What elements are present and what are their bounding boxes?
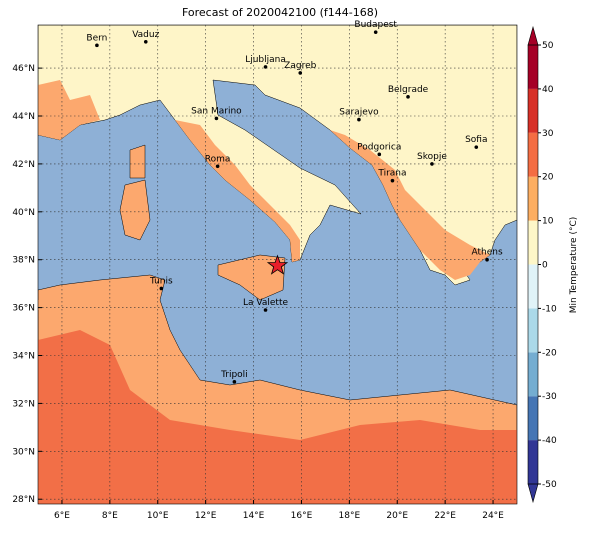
colorbar-band xyxy=(528,45,538,89)
africa-hot xyxy=(38,330,517,504)
city-label: Skopje xyxy=(417,152,447,162)
city-label: Ljubljana xyxy=(245,55,286,65)
colorbar-band xyxy=(528,176,538,221)
city-dot xyxy=(485,257,489,262)
colorbar-extend-bottom xyxy=(527,483,539,504)
colorbar-tick-label: 10 xyxy=(542,217,554,227)
city-label: Bern xyxy=(86,33,107,43)
corsica xyxy=(129,144,146,179)
colorbar-band xyxy=(528,88,538,133)
x-tick-label: 10°E xyxy=(147,511,169,521)
y-tick-label: 36°N xyxy=(12,304,35,314)
city-label: Tripoli xyxy=(220,370,248,380)
y-tick-label: 34°N xyxy=(12,352,35,362)
city-label: La Valette xyxy=(243,298,288,308)
y-tick-label: 42°N xyxy=(12,160,35,170)
adriatic-warm xyxy=(330,130,490,280)
north-warm xyxy=(38,290,130,312)
city-dot xyxy=(298,71,303,75)
colorbar-tick-label: -40 xyxy=(542,436,557,446)
europe-warm xyxy=(38,80,100,140)
city-dot xyxy=(430,162,434,166)
city-label: Budapest xyxy=(354,20,397,30)
city-label: Tirana xyxy=(377,169,406,179)
city-label: Belgrade xyxy=(388,85,429,95)
city-label: Podgorica xyxy=(357,142,401,152)
colorbar-tick-label: -50 xyxy=(542,480,557,490)
city-label: Zagreb xyxy=(284,61,316,71)
sardinia xyxy=(119,179,151,241)
grid: 6°E 8°E 10°E 12°E 14°E 16°E 18°E 20°E 22°E 24°E 28… xyxy=(12,25,517,521)
colorbar-tick-label: 20 xyxy=(542,173,554,183)
colorbar-band xyxy=(528,132,538,177)
colorbar-tick-label: -10 xyxy=(542,304,557,314)
y-tick-label: 44°N xyxy=(12,112,35,122)
city-label: Roma xyxy=(205,154,231,164)
city-dot xyxy=(215,164,220,169)
x-tick-label: 6°E xyxy=(54,511,70,521)
map-frame xyxy=(37,24,518,505)
city-dot xyxy=(159,286,164,291)
y-tick-label: 30°N xyxy=(12,447,35,457)
city-label: Athens xyxy=(471,248,502,258)
x-tick-label: 8°E xyxy=(102,511,118,521)
italy-warm xyxy=(175,120,300,262)
colorbar-tick-label: 0 xyxy=(542,261,548,271)
city-dot xyxy=(357,117,361,122)
colorbar-band xyxy=(528,440,538,484)
city-dot xyxy=(214,116,219,121)
colorbar-band xyxy=(528,352,538,397)
x-tick-label: 16°E xyxy=(291,511,313,521)
x-tick-label: 22°E xyxy=(434,511,456,521)
colorbar-label: Min Temperature (°C) xyxy=(569,217,579,314)
y-tick-label: 32°N xyxy=(12,399,35,409)
colorbar-tick-label: 40 xyxy=(542,85,554,95)
city-dot xyxy=(95,43,99,48)
city-dot xyxy=(232,380,237,384)
x-tick-label: 24°E xyxy=(482,511,504,521)
city-dot xyxy=(263,308,268,312)
colorbar-tick-label: -20 xyxy=(542,348,557,358)
city-label: Tunis xyxy=(149,276,173,286)
city-dot xyxy=(390,178,395,183)
colorbar-band xyxy=(528,308,538,353)
city-label: San Marino xyxy=(191,106,242,116)
colorbar-extend-top xyxy=(527,25,539,46)
y-tick-label: 38°N xyxy=(12,256,35,266)
colorbar-band xyxy=(528,396,538,441)
x-tick-label: 14°E xyxy=(243,511,265,521)
colorbar-tick-label: 50 xyxy=(542,41,554,51)
city-label: Vaduz xyxy=(132,30,159,40)
city-dot xyxy=(406,95,410,99)
y-tick-label: 28°N xyxy=(12,495,35,505)
city-dot xyxy=(373,30,378,34)
city-label: Sofia xyxy=(465,135,487,145)
title: Forecast of 2020042100 (f144-168) xyxy=(182,6,378,19)
y-tick-label: 40°N xyxy=(12,208,35,218)
colorbar-tick-label: -30 xyxy=(542,392,557,402)
city-dot xyxy=(377,152,382,157)
x-tick-label: 18°E xyxy=(339,511,361,521)
y-tick-label: 46°N xyxy=(12,64,35,74)
city-dot xyxy=(143,39,148,44)
star-marker xyxy=(266,254,289,275)
x-tick-label: 12°E xyxy=(195,511,217,521)
city-dot xyxy=(474,145,479,149)
city-dot xyxy=(263,65,268,69)
sicily xyxy=(217,254,286,301)
city-label: Sarajevo xyxy=(339,108,379,118)
colorbar-tick-label: 30 xyxy=(542,129,554,139)
colorbar-band xyxy=(528,220,538,265)
colorbar: -50 -40 -30 -20 -10 0 10 20 30 40 50 xyxy=(527,25,557,504)
x-tick-label: 20°E xyxy=(386,511,408,521)
colorbar-band xyxy=(528,264,538,309)
